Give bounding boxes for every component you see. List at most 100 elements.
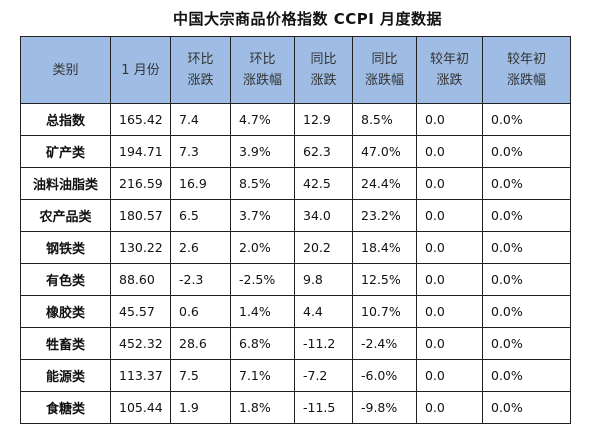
ytd-change-cell: 0.0 bbox=[416, 167, 483, 200]
column-header-mom-change: 环比 涨跌 bbox=[170, 36, 231, 104]
ccpi-table: 类别 1 月份 环比 涨跌 环比 涨跌幅 同比 涨跌 同比 bbox=[20, 36, 571, 424]
mom-change-pct-cell: 4.7% bbox=[230, 103, 295, 136]
yoy-change-pct-cell: -6.0% bbox=[352, 359, 417, 392]
page-title: 中国大宗商品价格指数 CCPI 月度数据 bbox=[172, 10, 443, 28]
ytd-change-cell: 0.0 bbox=[416, 295, 483, 328]
ytd-change-pct-cell: 0.0% bbox=[482, 167, 571, 200]
january-cell: 105.44 bbox=[110, 391, 171, 424]
yoy-change-pct-cell: 23.2% bbox=[352, 199, 417, 232]
ytd-change-cell: 0.0 bbox=[416, 263, 483, 296]
header-line: 类别 bbox=[52, 62, 79, 78]
header-line: 涨跌 bbox=[436, 73, 463, 88]
yoy-change-cell: 4.4 bbox=[294, 295, 353, 328]
header-line: 涨跌 bbox=[310, 73, 337, 88]
category-cell: 有色类 bbox=[20, 263, 111, 296]
ytd-change-cell: 0.0 bbox=[416, 103, 483, 136]
january-cell: 180.57 bbox=[110, 199, 171, 232]
category-cell: 农产品类 bbox=[20, 199, 111, 232]
ytd-change-pct-cell: 0.0% bbox=[482, 199, 571, 232]
mom-change-pct-cell: 2.0% bbox=[230, 231, 295, 264]
mom-change-cell: -2.3 bbox=[170, 263, 231, 296]
mom-change-pct-cell: 1.4% bbox=[230, 295, 295, 328]
mom-change-cell: 0.6 bbox=[170, 295, 231, 328]
category-cell: 牲畜类 bbox=[20, 327, 111, 360]
ytd-change-pct-cell: 0.0% bbox=[482, 103, 571, 136]
yoy-change-cell: 62.3 bbox=[294, 135, 353, 168]
mom-change-pct-cell: 8.5% bbox=[230, 167, 295, 200]
category-cell: 矿产类 bbox=[20, 135, 111, 168]
header-line: 较年初 bbox=[506, 52, 546, 67]
mom-change-cell: 7.3 bbox=[170, 135, 231, 168]
ytd-change-cell: 0.0 bbox=[416, 135, 483, 168]
header-line: 涨跌幅 bbox=[364, 73, 404, 88]
yoy-change-cell: -11.5 bbox=[294, 391, 353, 424]
mom-change-cell: 7.4 bbox=[170, 103, 231, 136]
column-header-january: 1 月份 bbox=[110, 36, 171, 104]
january-cell: 194.71 bbox=[110, 135, 171, 168]
column-header-yoy-change: 同比 涨跌 bbox=[294, 36, 353, 104]
category-cell: 油料油脂类 bbox=[20, 167, 111, 200]
column-header-category: 类别 bbox=[20, 36, 111, 104]
january-cell: 88.60 bbox=[110, 263, 171, 296]
january-cell: 165.42 bbox=[110, 103, 171, 136]
header-line: 同比 bbox=[371, 52, 398, 67]
yoy-change-cell: 9.8 bbox=[294, 263, 353, 296]
ytd-change-cell: 0.0 bbox=[416, 359, 483, 392]
table-row: 牲畜类 452.32 28.6 6.8% -11.2 -2.4% 0.0 0.0% bbox=[20, 327, 571, 360]
yoy-change-pct-cell: 18.4% bbox=[352, 231, 417, 264]
yoy-change-pct-cell: 8.5% bbox=[352, 103, 417, 136]
category-cell: 钢铁类 bbox=[20, 231, 111, 264]
column-header-mom-change-pct: 环比 涨跌幅 bbox=[230, 36, 295, 104]
mom-change-cell: 16.9 bbox=[170, 167, 231, 200]
ytd-change-pct-cell: 0.0% bbox=[482, 327, 571, 360]
yoy-change-pct-cell: 10.7% bbox=[352, 295, 417, 328]
category-cell: 总指数 bbox=[20, 103, 111, 136]
table-row: 总指数 165.42 7.4 4.7% 12.9 8.5% 0.0 0.0% bbox=[20, 103, 571, 136]
mom-change-cell: 2.6 bbox=[170, 231, 231, 264]
yoy-change-cell: 34.0 bbox=[294, 199, 353, 232]
ytd-change-pct-cell: 0.0% bbox=[482, 391, 571, 424]
mom-change-cell: 1.9 bbox=[170, 391, 231, 424]
table-body: 总指数 165.42 7.4 4.7% 12.9 8.5% 0.0 0.0% 矿产类 194.71… bbox=[20, 103, 571, 424]
mom-change-pct-cell: 3.7% bbox=[230, 199, 295, 232]
mom-change-pct-cell: 1.8% bbox=[230, 391, 295, 424]
yoy-change-cell: 12.9 bbox=[294, 103, 353, 136]
table-row: 油料油脂类 216.59 16.9 8.5% 42.5 24.4% 0.0 0.0% bbox=[20, 167, 571, 200]
ytd-change-pct-cell: 0.0% bbox=[482, 135, 571, 168]
ytd-change-pct-cell: 0.0% bbox=[482, 295, 571, 328]
january-cell: 45.57 bbox=[110, 295, 171, 328]
category-cell: 食糖类 bbox=[20, 391, 111, 424]
mom-change-cell: 6.5 bbox=[170, 199, 231, 232]
ytd-change-pct-cell: 0.0% bbox=[482, 359, 571, 392]
yoy-change-cell: -11.2 bbox=[294, 327, 353, 360]
january-cell: 130.22 bbox=[110, 231, 171, 264]
category-cell: 橡胶类 bbox=[20, 295, 111, 328]
yoy-change-pct-cell: 24.4% bbox=[352, 167, 417, 200]
ytd-change-pct-cell: 0.0% bbox=[482, 231, 571, 264]
header-row: 类别 1 月份 环比 涨跌 环比 涨跌幅 同比 涨跌 同比 bbox=[20, 36, 571, 104]
table-row: 钢铁类 130.22 2.6 2.0% 20.2 18.4% 0.0 0.0% bbox=[20, 231, 571, 264]
column-header-ytd-change: 较年初 涨跌 bbox=[416, 36, 483, 104]
header-line: 1 月份 bbox=[121, 62, 160, 78]
column-header-ytd-change-pct: 较年初 涨跌幅 bbox=[482, 36, 571, 104]
yoy-change-pct-cell: 47.0% bbox=[352, 135, 417, 168]
yoy-change-cell: 42.5 bbox=[294, 167, 353, 200]
ytd-change-pct-cell: 0.0% bbox=[482, 263, 571, 296]
table-row: 矿产类 194.71 7.3 3.9% 62.3 47.0% 0.0 0.0% bbox=[20, 135, 571, 168]
january-cell: 452.32 bbox=[110, 327, 171, 360]
header-line: 环比 bbox=[249, 52, 276, 67]
ytd-change-cell: 0.0 bbox=[416, 199, 483, 232]
ytd-change-cell: 0.0 bbox=[416, 231, 483, 264]
yoy-change-cell: 20.2 bbox=[294, 231, 353, 264]
yoy-change-cell: -7.2 bbox=[294, 359, 353, 392]
mom-change-cell: 7.5 bbox=[170, 359, 231, 392]
header-line: 涨跌 bbox=[187, 73, 214, 88]
yoy-change-pct-cell: -9.8% bbox=[352, 391, 417, 424]
column-header-yoy-change-pct: 同比 涨跌幅 bbox=[352, 36, 417, 104]
category-cell: 能源类 bbox=[20, 359, 111, 392]
header-line: 涨跌幅 bbox=[242, 73, 282, 88]
table-row: 食糖类 105.44 1.9 1.8% -11.5 -9.8% 0.0 0.0% bbox=[20, 391, 571, 424]
mom-change-pct-cell: 3.9% bbox=[230, 135, 295, 168]
table-row: 能源类 113.37 7.5 7.1% -7.2 -6.0% 0.0 0.0% bbox=[20, 359, 571, 392]
